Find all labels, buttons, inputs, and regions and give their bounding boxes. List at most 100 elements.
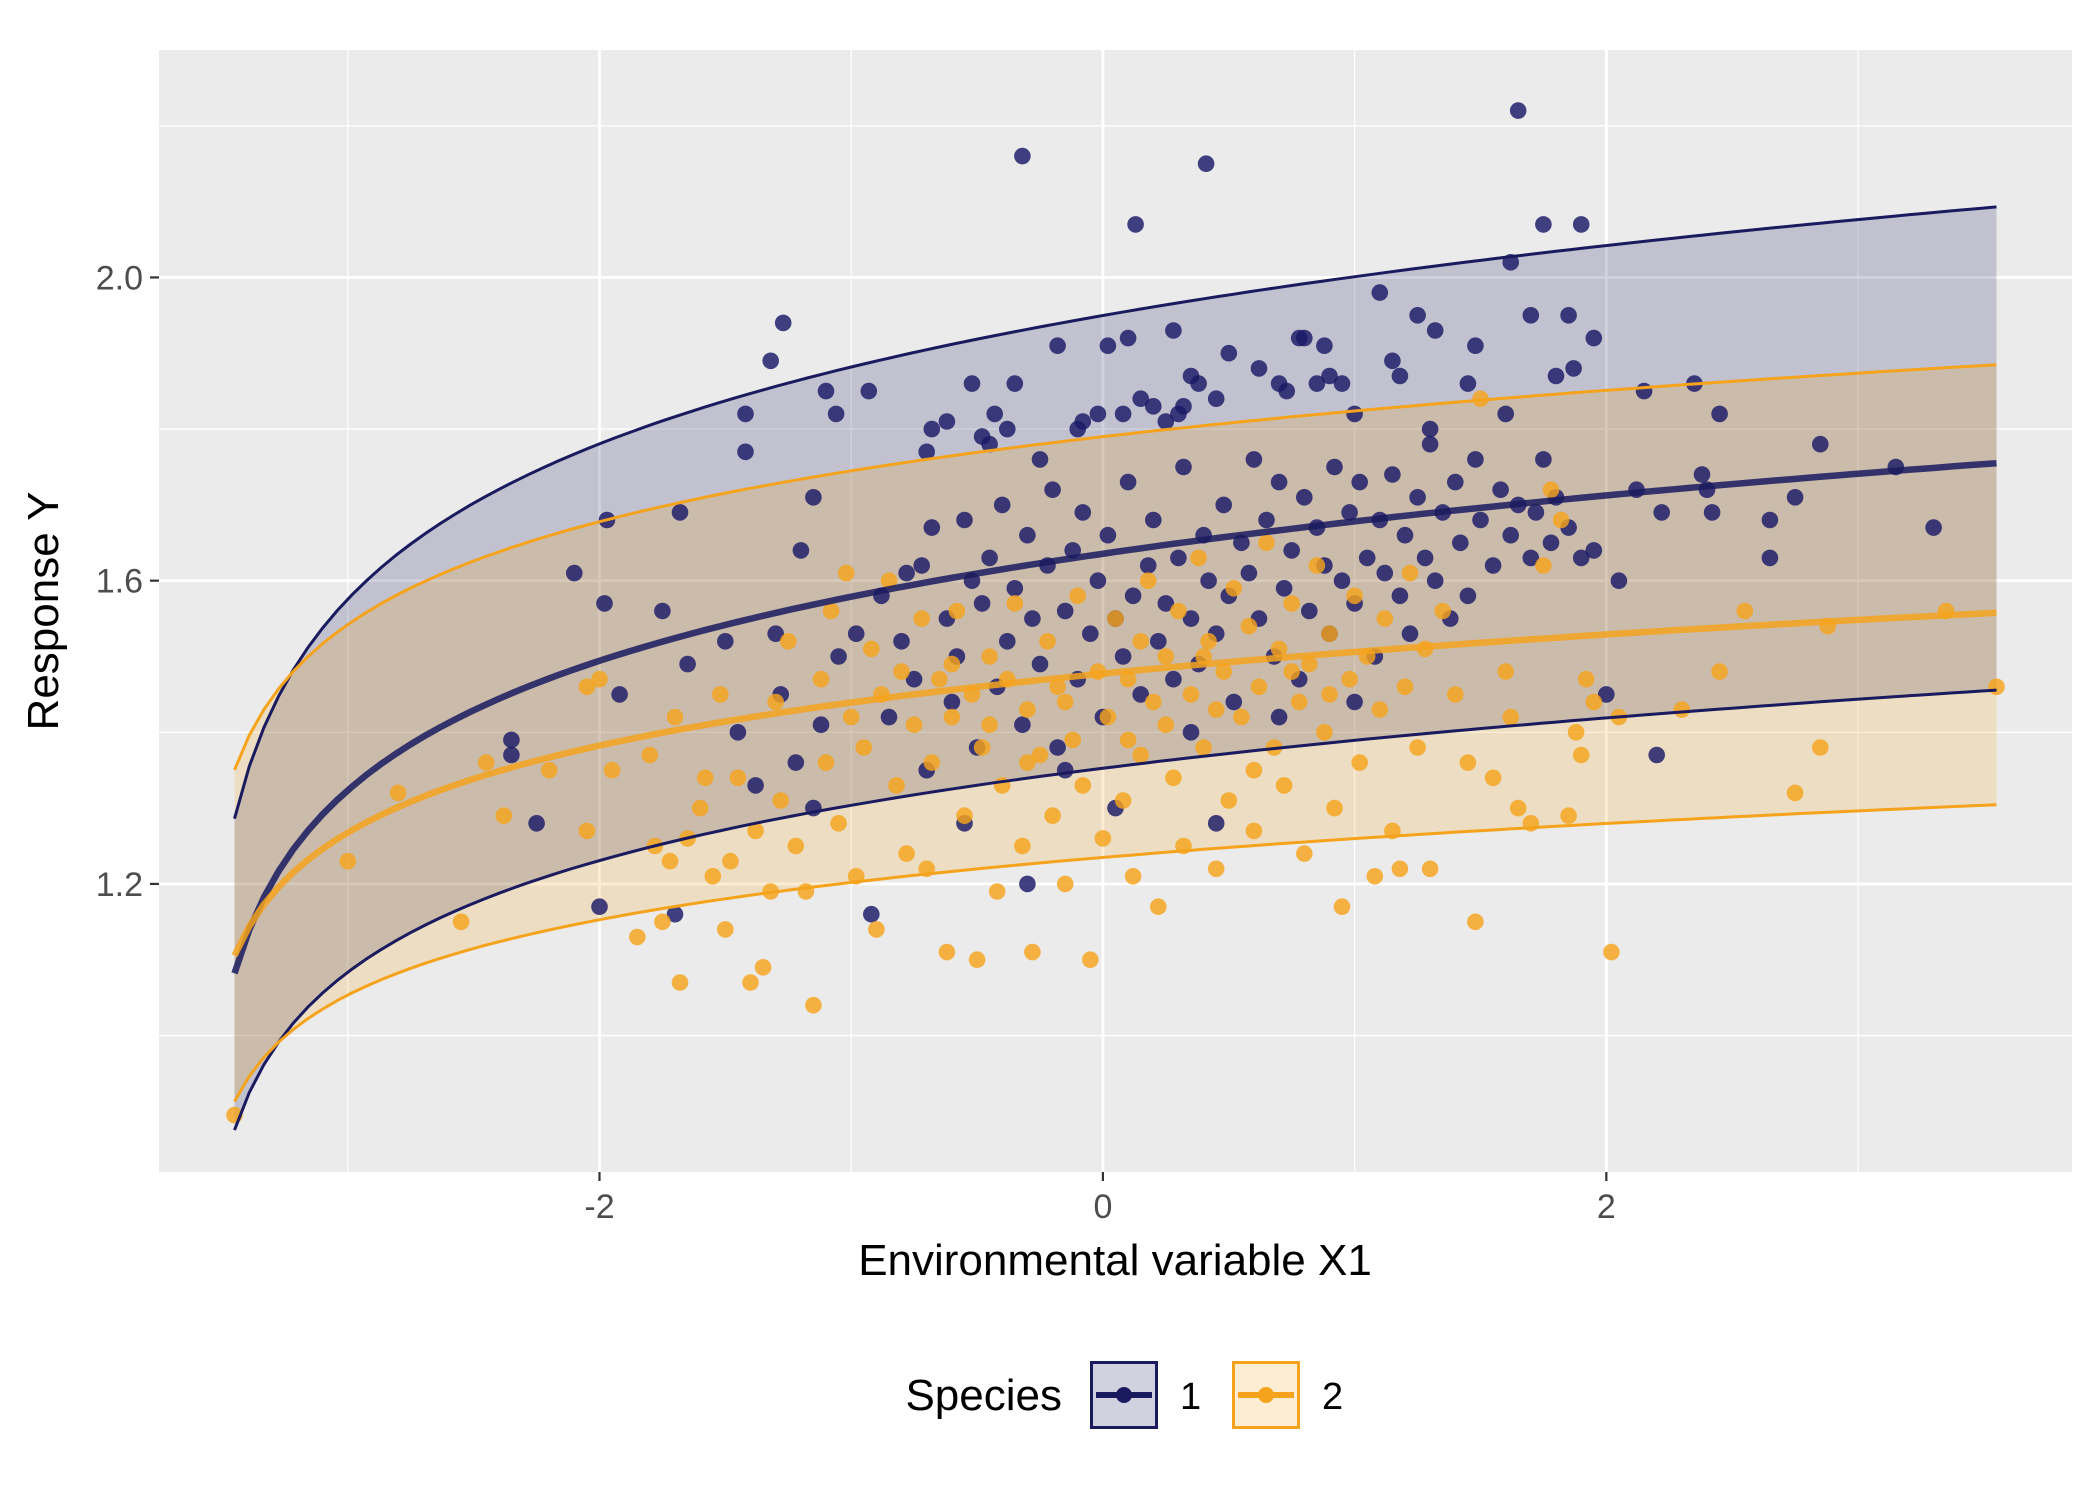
series-2-mean-line	[231, 609, 1997, 958]
series-2-point	[691, 799, 709, 817]
series-2-point	[943, 708, 961, 726]
series-2-point	[1207, 701, 1225, 718]
series-1-point	[1150, 633, 1167, 650]
series-1-point	[1572, 216, 1590, 233]
series-2-point	[1207, 860, 1225, 878]
series-1-point	[1031, 451, 1049, 468]
series-2-point	[629, 928, 646, 946]
series-2-point	[1190, 549, 1207, 567]
line-layer	[231, 205, 1997, 1131]
series-1-point	[787, 754, 805, 771]
series-1-point	[943, 693, 961, 711]
series-1-point	[1472, 511, 1489, 529]
series-1-point	[1376, 564, 1394, 582]
series-1-point	[1598, 686, 1615, 703]
series-1-point	[1396, 526, 1414, 544]
series-1-point	[1484, 557, 1502, 574]
series-1-point	[1703, 504, 1721, 521]
series-1-point	[1585, 542, 1603, 559]
series-1-point	[898, 564, 915, 582]
series-1-point	[1119, 473, 1137, 491]
series-2-point	[842, 708, 860, 726]
series-2-point	[1812, 739, 1829, 756]
series-1-point	[1648, 746, 1665, 764]
series-1-point	[1145, 511, 1162, 529]
series-2-point	[339, 852, 357, 870]
series-2-point	[452, 913, 470, 931]
series-1-point	[1139, 557, 1157, 574]
series-1-point	[1132, 686, 1149, 703]
series-2-point	[1019, 754, 1036, 771]
series-1-point	[827, 405, 845, 423]
series-1-point	[1409, 307, 1426, 324]
series-1-point	[1351, 473, 1368, 491]
series-2-point	[1988, 678, 2005, 696]
series-2-point	[1290, 693, 1308, 711]
series-2-point	[1326, 799, 1343, 817]
series-1-point	[1240, 564, 1258, 582]
series-1-point	[1522, 549, 1540, 567]
series-2-point	[1132, 746, 1149, 764]
series-1-point	[1459, 375, 1477, 392]
axis-layer: -2 0 2 1.2 1.6 2.0	[96, 259, 1616, 1226]
series-1-point	[1572, 549, 1590, 567]
series-1-point	[1145, 398, 1162, 415]
series-1-point	[1452, 534, 1469, 552]
series-2-point	[1270, 640, 1288, 658]
series-1-point	[1358, 549, 1376, 567]
series-1-point	[986, 405, 1003, 423]
series-1-point	[1082, 625, 1099, 642]
series-2-point	[1296, 845, 1313, 862]
series-1-point	[1333, 375, 1351, 392]
series-2-point	[722, 852, 739, 870]
series-1-point	[1270, 708, 1288, 726]
series-1-point	[1175, 398, 1192, 415]
series-2-point	[540, 761, 558, 779]
series-2-point	[1245, 761, 1263, 779]
x-tick-label: 0	[1093, 1188, 1112, 1226]
series-1-point	[1693, 466, 1711, 483]
series-2-upper-line	[233, 363, 1997, 771]
series-1-point	[981, 435, 998, 453]
series-1-point	[1502, 526, 1519, 544]
series-2-point	[1409, 739, 1426, 756]
series-2-point	[1099, 708, 1117, 726]
series-1-point	[999, 633, 1016, 650]
series-1-point	[880, 708, 898, 726]
series-1-point	[1074, 413, 1092, 430]
series-2-point	[863, 640, 880, 658]
series-1-point	[1220, 344, 1238, 362]
legend-label: 2	[1322, 1376, 1343, 1418]
series-2-point	[1049, 678, 1066, 696]
series-1-point	[654, 602, 671, 620]
series-1-point	[1119, 329, 1137, 347]
series-2-point	[981, 716, 998, 733]
series-1-point	[566, 564, 583, 582]
series-1-point	[1301, 602, 1318, 620]
series-1-point	[1165, 322, 1182, 339]
series-1-point	[1044, 481, 1061, 499]
series-1-point	[1565, 360, 1582, 377]
series-1-point	[1527, 504, 1545, 521]
series-1-point	[1333, 572, 1351, 589]
series-1-point	[1190, 375, 1207, 392]
series-2-point	[1145, 693, 1162, 711]
series-2-point	[1056, 693, 1074, 711]
series-1-point	[1132, 390, 1149, 408]
series-1-point	[591, 898, 608, 915]
series-2-point	[868, 921, 885, 938]
series-2-point	[943, 655, 961, 673]
series-1-point	[1031, 655, 1049, 673]
series-2-point	[578, 678, 596, 696]
series-1-point	[1384, 352, 1401, 370]
x-tick-label: -2	[584, 1188, 614, 1226]
series-1-point	[830, 648, 847, 665]
series-2-point	[1150, 898, 1167, 915]
y-axis-title: Response Y	[19, 492, 68, 731]
series-2-point	[1572, 746, 1590, 764]
series-1-point	[1761, 549, 1779, 567]
series-2-point	[830, 815, 847, 832]
series-1-point	[1024, 610, 1041, 627]
y-tick-label: 1.6	[96, 563, 143, 601]
series-2-point	[666, 708, 684, 726]
